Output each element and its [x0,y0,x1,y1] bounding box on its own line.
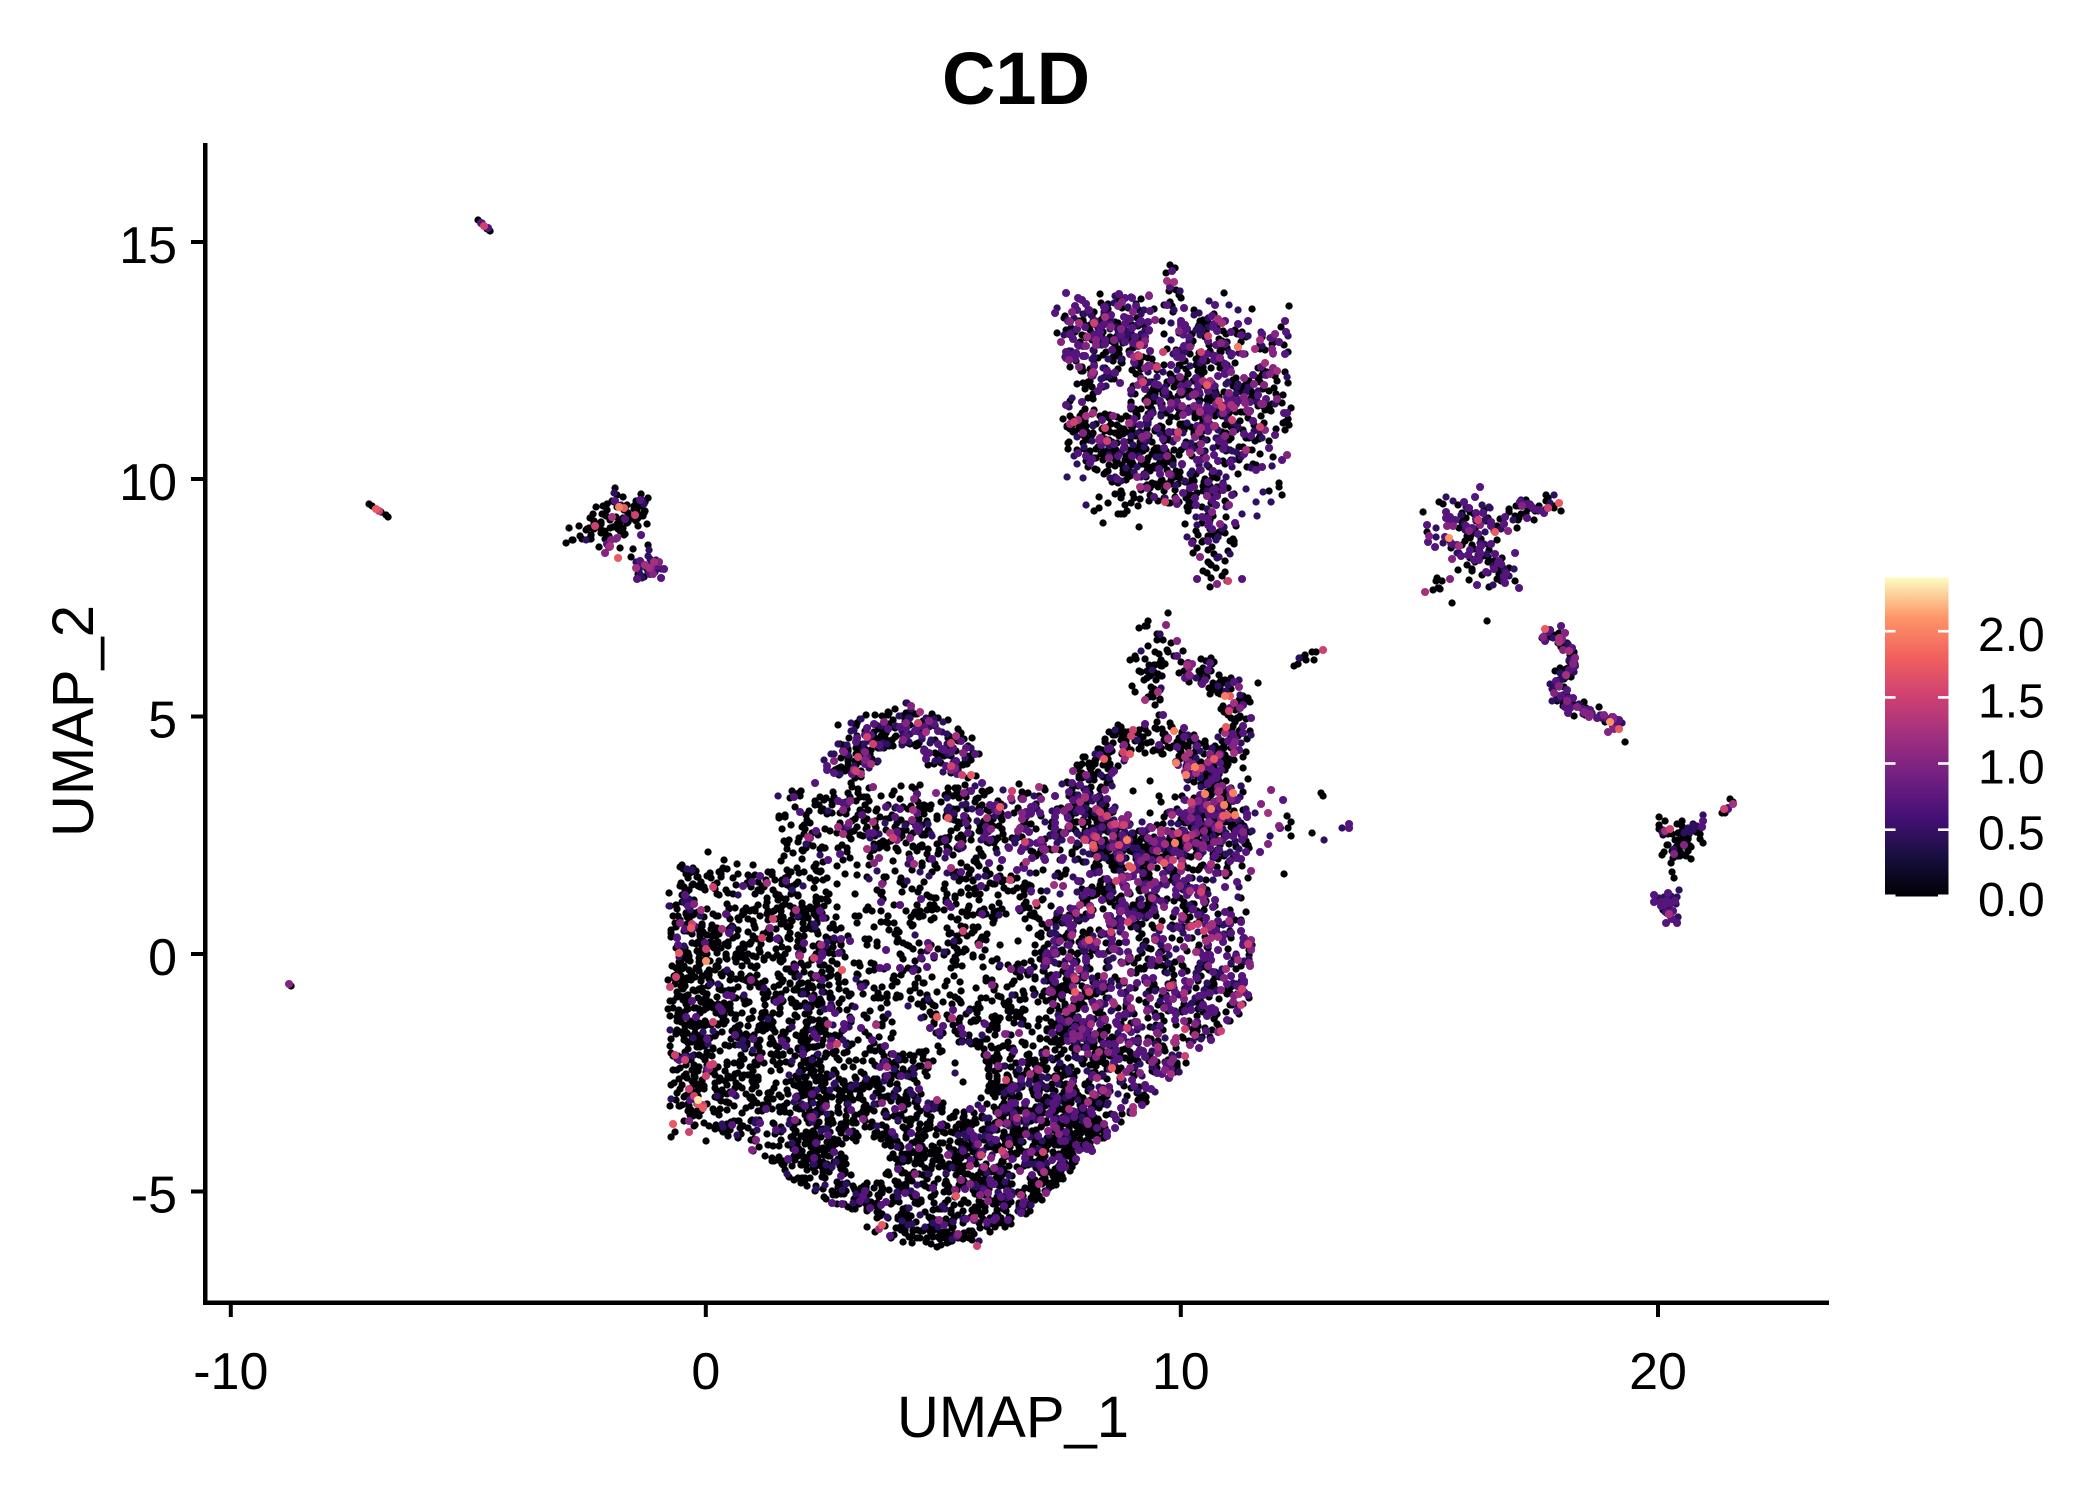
svg-text:1.0: 1.0 [1978,742,2045,795]
svg-text:1.5: 1.5 [1978,675,2045,728]
svg-text:15: 15 [119,217,177,275]
svg-text:5: 5 [148,692,177,750]
svg-text:10: 10 [1152,1343,1210,1401]
svg-text:0: 0 [148,929,177,987]
svg-text:UMAP_2: UMAP_2 [41,605,106,837]
svg-text:0: 0 [691,1343,720,1401]
svg-text:10: 10 [119,454,177,512]
svg-text:-5: -5 [131,1167,177,1225]
svg-text:0.0: 0.0 [1978,874,2045,927]
svg-text:20: 20 [1629,1343,1687,1401]
svg-text:-10: -10 [193,1343,268,1401]
svg-text:0.5: 0.5 [1978,808,2045,861]
svg-text:UMAP_1: UMAP_1 [897,1385,1129,1450]
svg-text:2.0: 2.0 [1978,609,2045,662]
svg-text:C1D: C1D [942,37,1090,120]
